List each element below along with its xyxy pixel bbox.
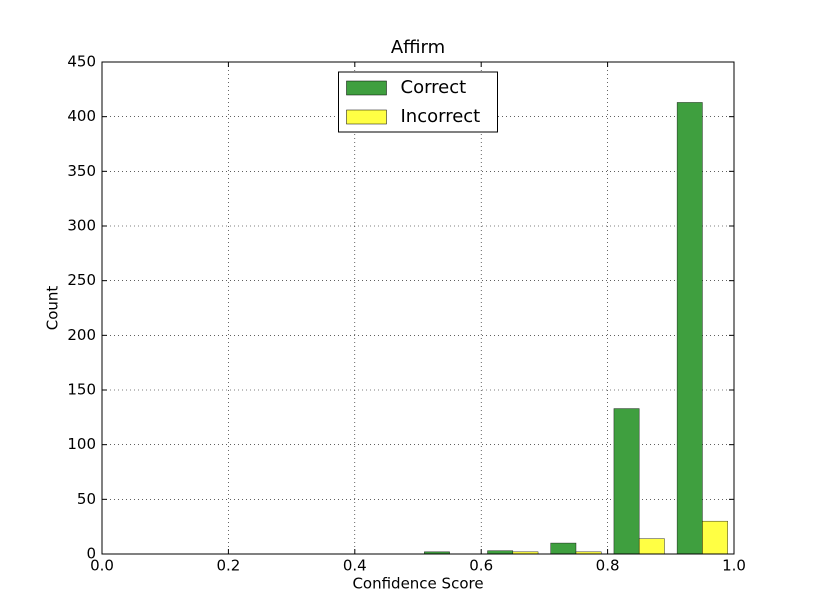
x-tick-label: 0.2 bbox=[216, 557, 240, 575]
y-tick-label: 300 bbox=[67, 217, 96, 235]
y-axis-label: Count bbox=[44, 286, 62, 331]
x-tick-label: 0.4 bbox=[343, 557, 367, 575]
x-tick-label: 0.8 bbox=[596, 557, 620, 575]
y-tick-label: 50 bbox=[77, 490, 96, 508]
bar bbox=[550, 542, 577, 555]
y-tick-label: 200 bbox=[67, 326, 96, 344]
y-tick-label: 150 bbox=[67, 381, 96, 399]
y-tick-label: 450 bbox=[67, 53, 96, 71]
bar bbox=[676, 102, 703, 555]
legend-label: Correct bbox=[401, 77, 467, 98]
bar bbox=[702, 520, 728, 555]
y-tick-label: 100 bbox=[67, 435, 96, 453]
y-tick-label: 250 bbox=[67, 271, 96, 289]
legend-label: Incorrect bbox=[401, 106, 481, 127]
bar bbox=[638, 538, 665, 555]
chart-title: Affirm bbox=[391, 37, 445, 58]
x-tick-label: 0.6 bbox=[469, 557, 493, 575]
legend-swatch bbox=[346, 80, 387, 96]
legend-swatch bbox=[346, 109, 387, 125]
x-tick-label: 1.0 bbox=[722, 557, 746, 575]
bar bbox=[613, 408, 640, 555]
y-tick-label: 0 bbox=[86, 545, 96, 563]
y-tick-label: 350 bbox=[67, 162, 96, 180]
x-tick-label: 0.0 bbox=[90, 557, 114, 575]
y-tick-label: 400 bbox=[67, 107, 96, 125]
plot-frame bbox=[101, 61, 735, 555]
x-axis-label: Confidence Score bbox=[352, 575, 483, 593]
